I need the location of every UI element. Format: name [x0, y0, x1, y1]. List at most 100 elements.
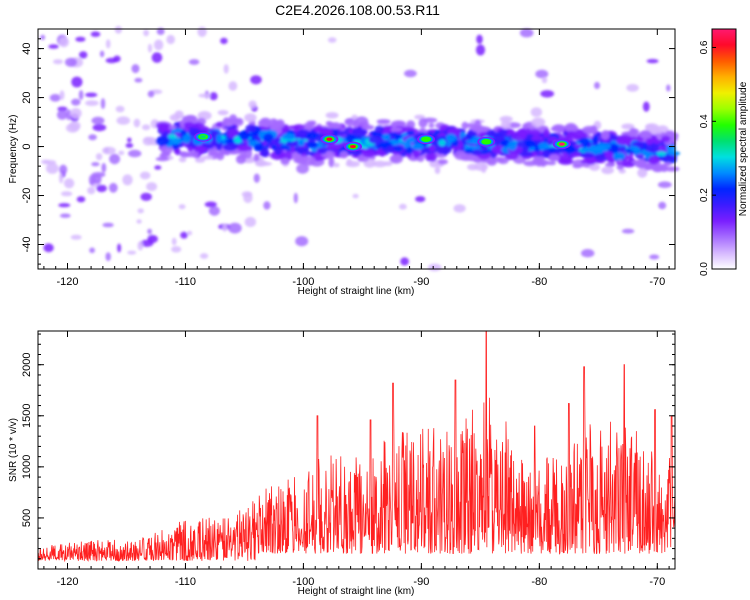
spectrogram-cell — [458, 141, 464, 149]
spectrogram-cell — [461, 121, 469, 130]
spectrogram-cell — [87, 186, 96, 195]
spectrogram-cell — [222, 223, 228, 232]
spectrogram-cell — [296, 163, 309, 174]
spectrogram-cell — [487, 159, 497, 166]
spectrogram-cell — [542, 150, 551, 159]
spectrogram-cell — [100, 98, 106, 110]
spectrogram-cell — [174, 110, 184, 119]
spectrogram-cell — [479, 145, 489, 151]
spectrogram-cell — [216, 151, 225, 161]
spectrogram-cell — [234, 117, 244, 126]
snr-x-tick-label: -90 — [413, 576, 429, 588]
spectrogram-cell — [511, 131, 526, 142]
spectrogram-cell — [96, 184, 107, 193]
spectrogram-cell — [516, 141, 526, 148]
spectrogram-cell — [453, 204, 466, 213]
spectrogram-cell — [295, 156, 309, 161]
spectrogram-cell — [216, 133, 222, 144]
spectrogram-cell — [399, 141, 406, 146]
spectrogram-x-tick-label: -120 — [56, 276, 78, 288]
spectrogram-cell — [390, 127, 403, 132]
spectrogram-x-label: Height of straight line (km) — [298, 286, 415, 297]
spectrogram-cell — [269, 123, 278, 131]
spectrogram-cell — [333, 162, 340, 168]
spectrogram-cell — [596, 143, 611, 150]
spectrogram-cell — [108, 182, 118, 193]
spectrogram-cell — [318, 147, 328, 154]
colorbar-tick-label: 0.2 — [699, 188, 710, 202]
spectrogram-cell — [88, 174, 96, 186]
spectrogram-cell — [376, 119, 391, 124]
spectrogram-cell — [297, 139, 305, 147]
spectrogram-cell — [645, 123, 654, 130]
spectrogram-cell — [573, 143, 583, 149]
spectrogram-cell — [223, 64, 229, 74]
spectrogram-x-tick-label: -90 — [413, 276, 429, 288]
spectrogram-cell — [362, 149, 376, 158]
spectrogram-cell — [59, 164, 68, 175]
spectrogram-cell — [151, 52, 163, 63]
colorbar-tick-label: 0.0 — [699, 262, 710, 276]
spectrogram-cell — [309, 120, 317, 126]
spectrogram-cell — [60, 191, 73, 197]
spectrogram-cell — [498, 129, 508, 136]
spectrogram-cell — [147, 228, 153, 234]
spectrogram-cell — [665, 143, 676, 153]
spectrogram-cell — [581, 249, 595, 258]
spectrogram-cell — [548, 154, 560, 162]
spectrogram-cell — [351, 114, 358, 120]
spectrogram-cell — [464, 149, 474, 154]
colorbar: 0.0 0.2 0.4 0.6 Normalized spectral amplitu… — [699, 28, 749, 276]
spectrogram-cell — [479, 131, 489, 137]
spectrogram-cell — [221, 119, 234, 127]
spectrogram-cell — [305, 132, 318, 140]
spectrogram-cell — [200, 155, 214, 160]
spectrogram-cell — [263, 133, 274, 143]
spectrogram-cell — [253, 173, 260, 183]
spectrogram-cell — [428, 152, 437, 162]
spectrogram-cell — [658, 201, 667, 210]
spectrogram-cell — [85, 92, 98, 98]
spectrogram-cell — [381, 133, 391, 141]
spectrogram-cell — [56, 110, 68, 120]
spectrogram-cell — [325, 150, 335, 160]
spectrogram-cell — [178, 157, 187, 163]
spectrogram-cell — [325, 121, 333, 126]
spectrogram-cell — [305, 141, 318, 148]
spectrogram-cell — [507, 140, 517, 151]
snr-frame — [37, 330, 676, 570]
spectrogram-cell — [59, 172, 64, 184]
spectrogram-cell — [95, 153, 103, 161]
snr-y-tick-label: 2000 — [21, 352, 33, 376]
spectrogram-cell — [102, 222, 114, 228]
spectrogram-cell — [618, 168, 626, 174]
spectrogram-cell — [497, 157, 505, 162]
spectrogram-cell — [386, 146, 394, 153]
spectrogram-cell — [40, 34, 46, 41]
spectrogram-cell — [154, 165, 162, 170]
spectrogram-cell — [250, 75, 262, 85]
snr-x-tick-label: -80 — [531, 576, 547, 588]
spectrogram-cell — [399, 203, 407, 210]
snr-x-tick-label: -100 — [292, 576, 314, 588]
spectrogram-y-tick-label: -20 — [21, 188, 33, 204]
spectrogram-cell — [434, 166, 441, 174]
spectrogram-cell — [139, 171, 151, 180]
spectrogram-cell — [91, 172, 106, 178]
spectrogram-cell — [626, 84, 639, 92]
spectrogram-cell — [645, 131, 652, 139]
spectrogram-cell — [281, 133, 296, 140]
spectrogram-cell — [166, 34, 175, 45]
snr-series-line — [37, 330, 676, 563]
spectrogram-y-tick-label: 40 — [21, 42, 33, 54]
spectrogram-x-tick-label: -110 — [175, 276, 196, 288]
spectrogram-cell — [217, 110, 229, 116]
colorbar-tick-label: 0.6 — [699, 40, 710, 54]
spectrogram-cell — [491, 145, 506, 154]
spectrogram-cell — [293, 124, 305, 130]
spectrogram-cell — [436, 146, 450, 154]
spectrogram-cell — [141, 124, 151, 131]
spectrogram-cell — [547, 136, 558, 142]
spectrogram-cell — [295, 236, 309, 247]
spectrogram-cell — [245, 124, 257, 132]
